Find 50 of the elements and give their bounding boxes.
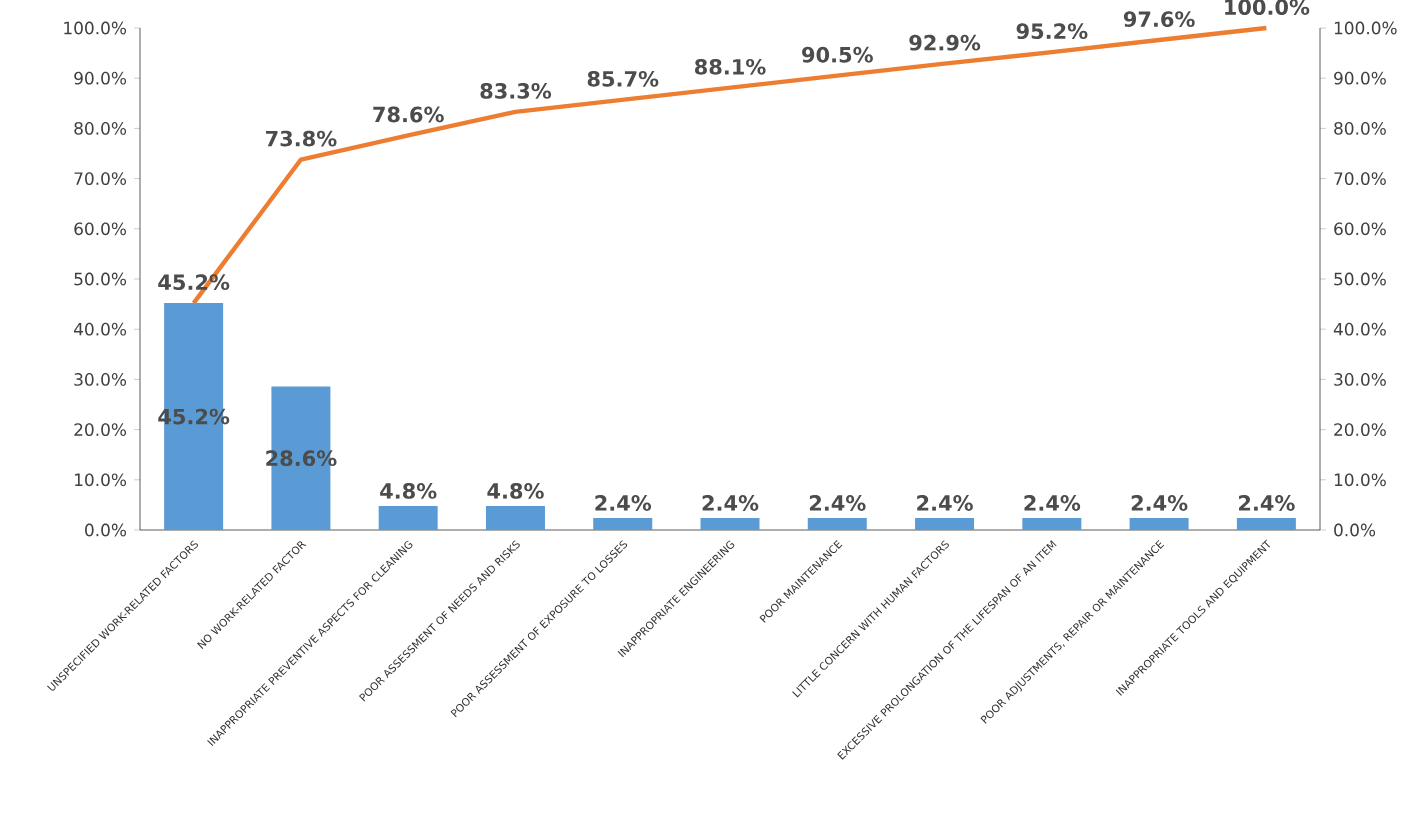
data-label: 2.4% <box>1239 495 1295 511</box>
data-label: 83.3% <box>480 82 552 99</box>
y2-tick-label: 30.0% <box>74 373 127 386</box>
data-label: 92.9% <box>909 34 981 51</box>
bar <box>807 517 867 530</box>
y-tick-label: 10.0% <box>1334 473 1386 487</box>
y-tick-label: 100.0% <box>1334 21 1397 35</box>
y-tick-label: 80.0% <box>1334 122 1386 135</box>
y2-tick-label: 40.0% <box>73 322 127 336</box>
y2-tick-label: 100.0% <box>64 21 127 35</box>
y2-tick-label: 90.0% <box>74 71 127 85</box>
data-label: 2.4% <box>702 495 759 511</box>
y2-tick-label: 20.0% <box>74 423 127 437</box>
data-label: 2.4% <box>595 495 652 511</box>
bar <box>700 517 760 530</box>
data-label: 2.4% <box>917 495 973 511</box>
data-label: 100.0% <box>1225 0 1310 15</box>
bar <box>915 517 975 530</box>
y-tick-label: 90.0% <box>1334 71 1386 85</box>
data-label: 90.5% <box>802 46 873 63</box>
y-tick-label: 40.0% <box>1333 322 1386 336</box>
data-label: 78.6% <box>373 106 444 123</box>
bar <box>593 517 653 530</box>
bar <box>378 505 438 530</box>
y-tick-label: 20.0% <box>1334 423 1386 437</box>
y2-tick-label: 70.0% <box>74 172 127 186</box>
bar <box>1022 517 1082 530</box>
y-tick-label: 60.0% <box>1334 222 1386 236</box>
data-label: 4.8% <box>380 483 437 499</box>
data-label: 2.4% <box>1024 495 1081 511</box>
y-tick-label: 30.0% <box>1334 373 1386 386</box>
data-label: 88.1% <box>695 58 766 75</box>
y-tick-label: 0.0% <box>1334 523 1376 537</box>
bar <box>485 505 545 530</box>
data-label: 95.2% <box>1016 23 1088 40</box>
y-tick-label: 50.0% <box>1334 272 1386 286</box>
data-label: 73.8% <box>266 130 337 147</box>
bar <box>1236 517 1296 530</box>
y2-tick-label: 50.0% <box>74 272 127 286</box>
y-tick-label: 70.0% <box>1334 172 1386 186</box>
y2-tick-label: 80.0% <box>74 122 127 135</box>
y2-tick-label: 60.0% <box>74 222 127 236</box>
y2-tick-label: 0.0% <box>85 523 127 537</box>
y2-tick-label: 10.0% <box>75 473 127 487</box>
data-label: 2.4% <box>1131 495 1188 511</box>
data-label: 97.6% <box>1123 11 1195 28</box>
data-label: 2.4% <box>809 495 866 511</box>
data-label: 85.7% <box>587 70 659 87</box>
bar <box>1129 517 1189 530</box>
data-label: 4.8% <box>487 483 544 499</box>
